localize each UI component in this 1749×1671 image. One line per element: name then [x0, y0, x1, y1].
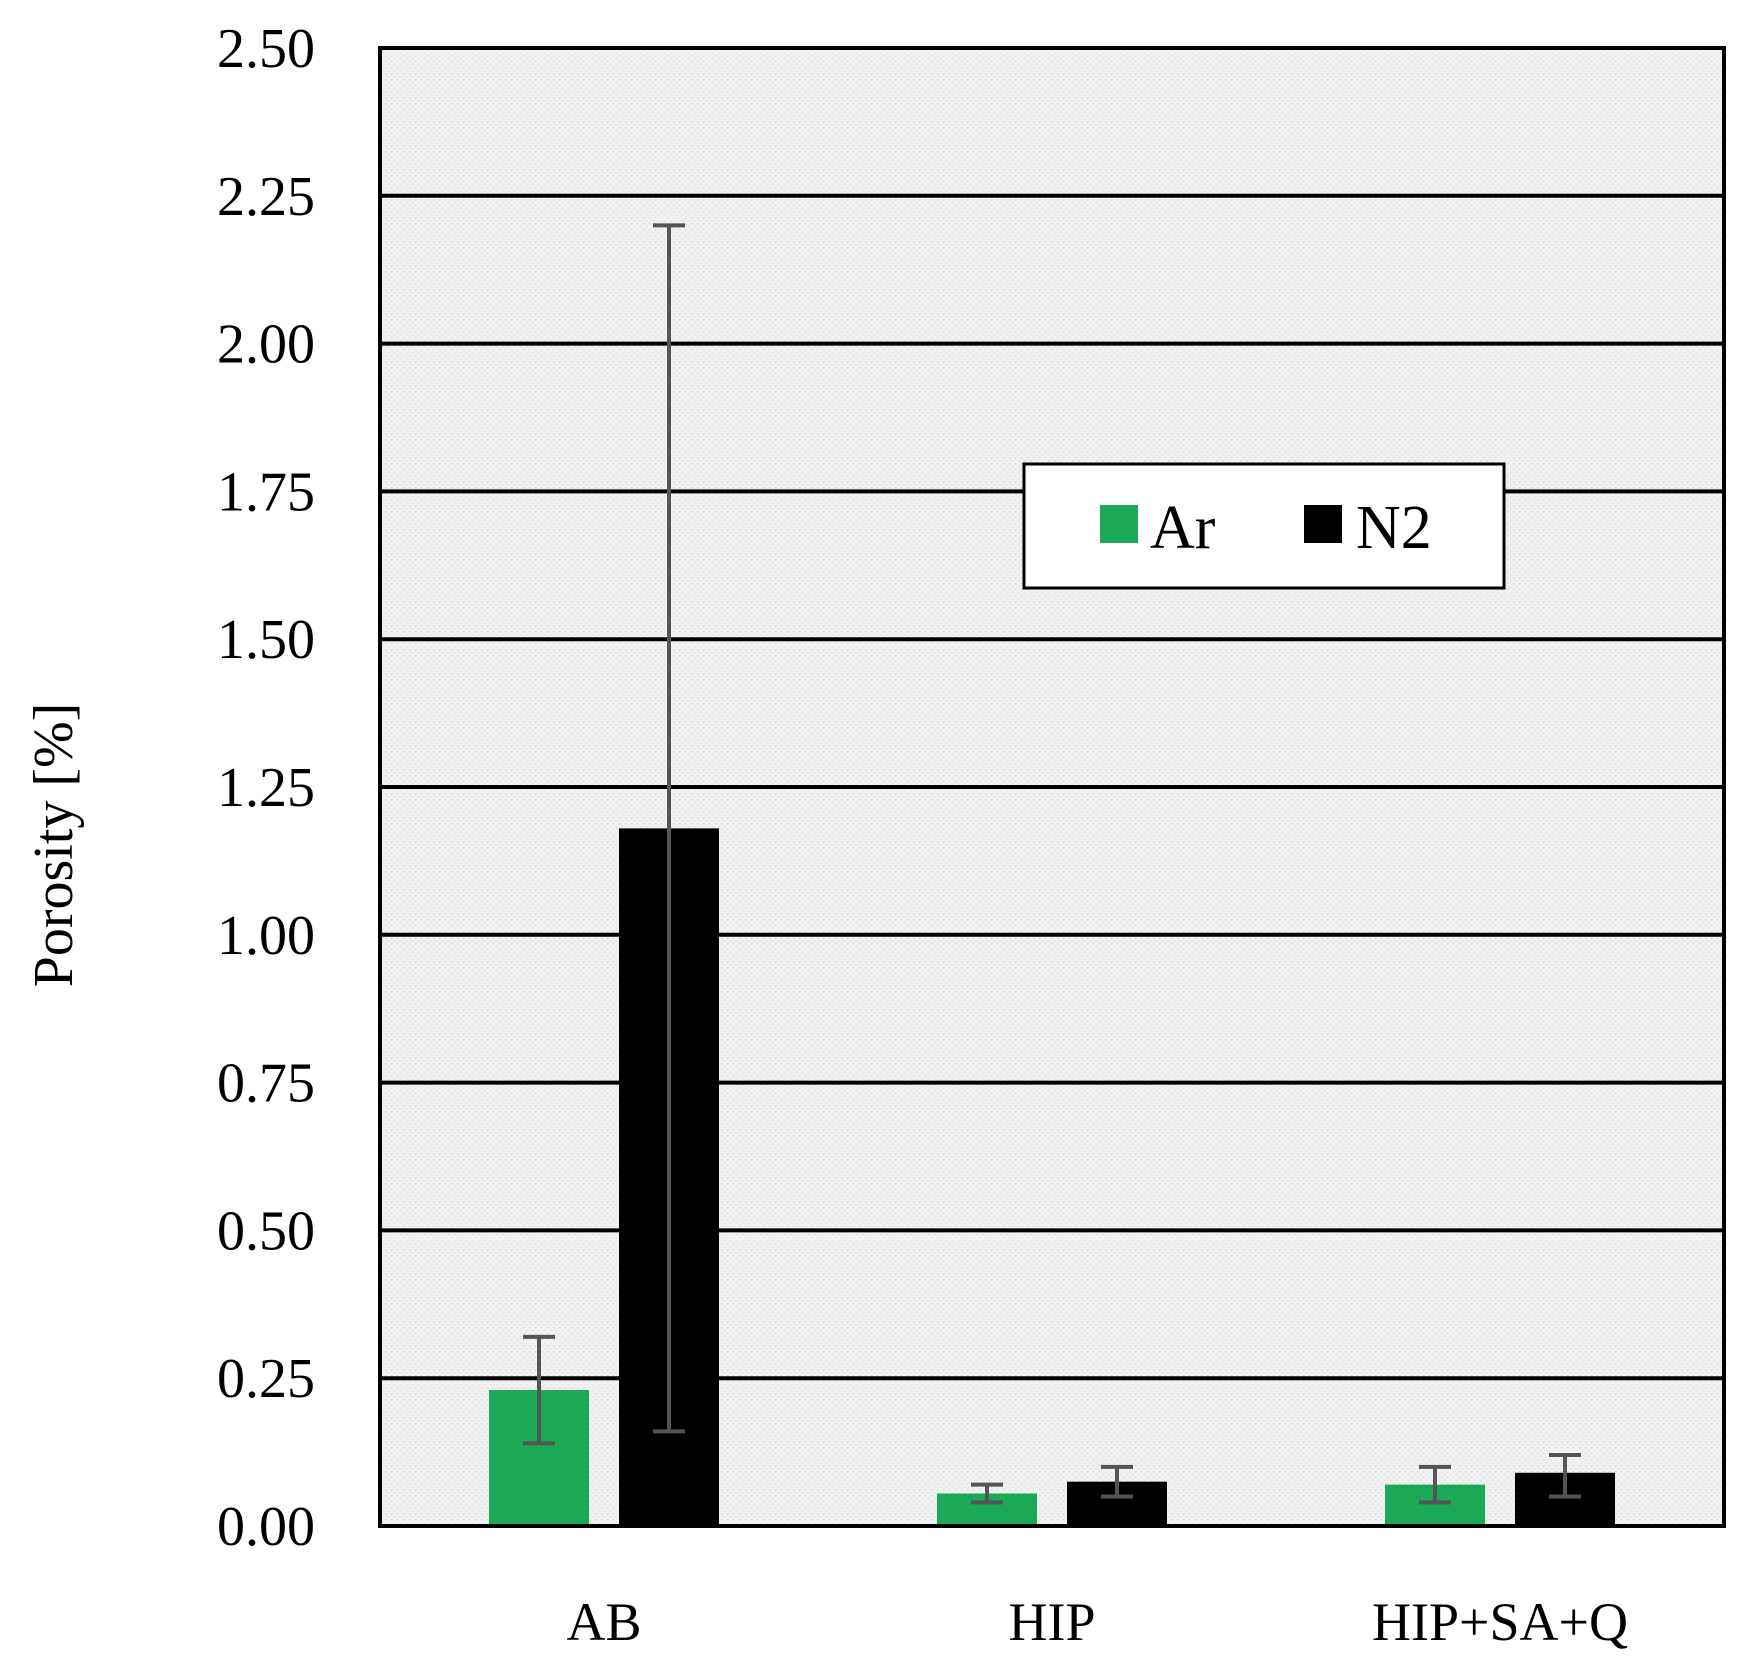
- y-tick-label: 1.00: [217, 905, 315, 967]
- y-tick-label: 0.25: [217, 1348, 315, 1410]
- error-bar: [1419, 1464, 1451, 1505]
- error-bars: [523, 223, 1581, 1505]
- y-tick-label: 2.00: [217, 314, 315, 376]
- category-label: HIP: [1008, 1592, 1095, 1652]
- error-bar: [1101, 1464, 1133, 1499]
- category-label: HIP+SA+Q: [1372, 1592, 1628, 1652]
- y-tick-label: 0.00: [217, 1496, 315, 1558]
- y-tick-label: 2.50: [217, 18, 315, 80]
- legend-box: [1022, 462, 1506, 590]
- error-bar: [1549, 1453, 1581, 1499]
- plot-border: [378, 46, 1726, 1528]
- y-tick-label: 1.50: [217, 609, 315, 671]
- category-labels: AB HIP HIP+SA+Q: [566, 1592, 1627, 1652]
- y-axis-title: Porosity [%]: [23, 703, 85, 988]
- y-tick-label: 1.25: [217, 757, 315, 819]
- legend-label-n2: N2: [1356, 494, 1432, 562]
- legend-swatch-n2: [1304, 505, 1342, 543]
- legend-label-ar: Ar: [1150, 494, 1216, 562]
- error-bar: [971, 1482, 1003, 1505]
- category-label: AB: [566, 1592, 641, 1652]
- error-bar: [653, 223, 685, 1434]
- legend-swatch-ar: [1100, 505, 1138, 543]
- legend: Ar N2: [1022, 462, 1506, 590]
- y-tick-label: 1.75: [217, 461, 315, 523]
- y-tick-label: 2.25: [217, 166, 315, 228]
- y-tick-label: 0.75: [217, 1053, 315, 1115]
- y-tick-label: 0.50: [217, 1200, 315, 1262]
- y-tick-labels: 0.00 0.25 0.50 0.75 1.00 1.25 1.50 1.75 2.00 2.25…: [217, 18, 315, 1558]
- error-bar: [523, 1334, 555, 1446]
